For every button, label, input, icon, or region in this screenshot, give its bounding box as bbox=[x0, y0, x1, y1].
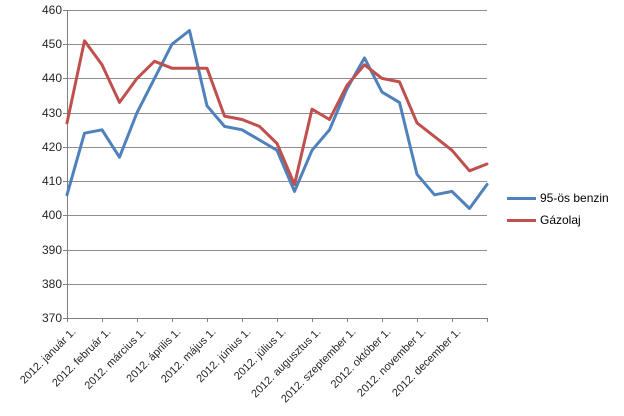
y-axis-label: 390 bbox=[41, 242, 62, 257]
legend-entry-benzin: 95-ös benzin bbox=[507, 187, 609, 209]
series-line-benzin bbox=[65, 29, 489, 210]
benzin-line-swatch bbox=[507, 196, 536, 200]
y-axis-label: 450 bbox=[41, 37, 62, 52]
legend-label-benzin: 95-ös benzin bbox=[540, 191, 609, 205]
gazolaj-line-swatch bbox=[507, 218, 536, 222]
y-axis-label: 440 bbox=[41, 71, 62, 86]
y-axis-label: 430 bbox=[41, 105, 62, 120]
legend-label-gazolaj: Gázolaj bbox=[540, 213, 581, 227]
legend-entry-gazolaj: Gázolaj bbox=[507, 209, 609, 231]
y-axis-label: 400 bbox=[41, 208, 62, 223]
y-axis-label: 420 bbox=[41, 139, 62, 154]
legend: 95-ös benzin Gázolaj bbox=[507, 187, 609, 231]
y-axis-label: 370 bbox=[41, 311, 62, 325]
series-line-gazolaj bbox=[65, 39, 489, 186]
y-axis-label: 380 bbox=[41, 276, 62, 291]
y-axis-label: 410 bbox=[41, 174, 62, 189]
y-axis-label: 460 bbox=[41, 3, 62, 17]
